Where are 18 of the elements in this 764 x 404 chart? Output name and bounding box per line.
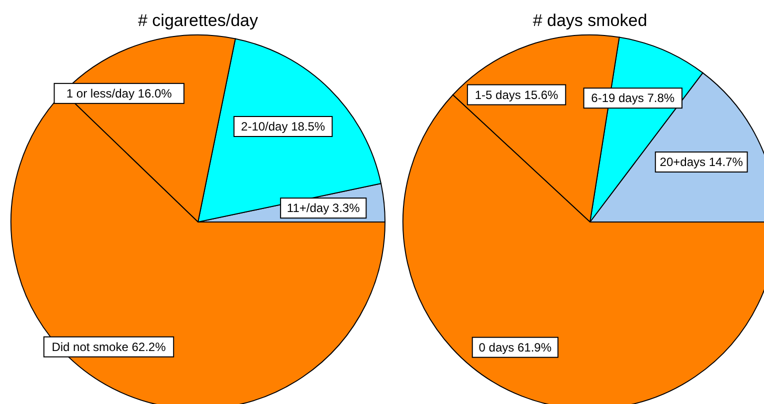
slice-label: 6-19 days — [591, 91, 648, 106]
data-label: 7.8% — [647, 91, 675, 106]
data-label: 61.9% — [517, 340, 552, 354]
slice-label: 0 days — [478, 340, 518, 354]
slice-label: 11+/day — [286, 201, 332, 216]
data-label: 15.6% — [524, 88, 559, 102]
data-label: 3.3% — [332, 201, 360, 216]
slice-label: 20+days — [660, 155, 709, 170]
slice-label: 1-5 days — [474, 88, 524, 102]
chart-title: # cigarettes/day — [138, 11, 259, 30]
chart-title: # days smoked — [532, 11, 648, 30]
data-label: 18.5% — [291, 119, 326, 134]
slice-label: 1 or less/day — [66, 86, 138, 100]
slice-label: Did not smoke — [52, 340, 132, 354]
data-label: 16.0% — [138, 86, 172, 100]
data-label: 62.2% — [132, 340, 166, 354]
slice-label: 2-10/day — [241, 119, 292, 134]
data-label: 14.7% — [708, 155, 744, 170]
